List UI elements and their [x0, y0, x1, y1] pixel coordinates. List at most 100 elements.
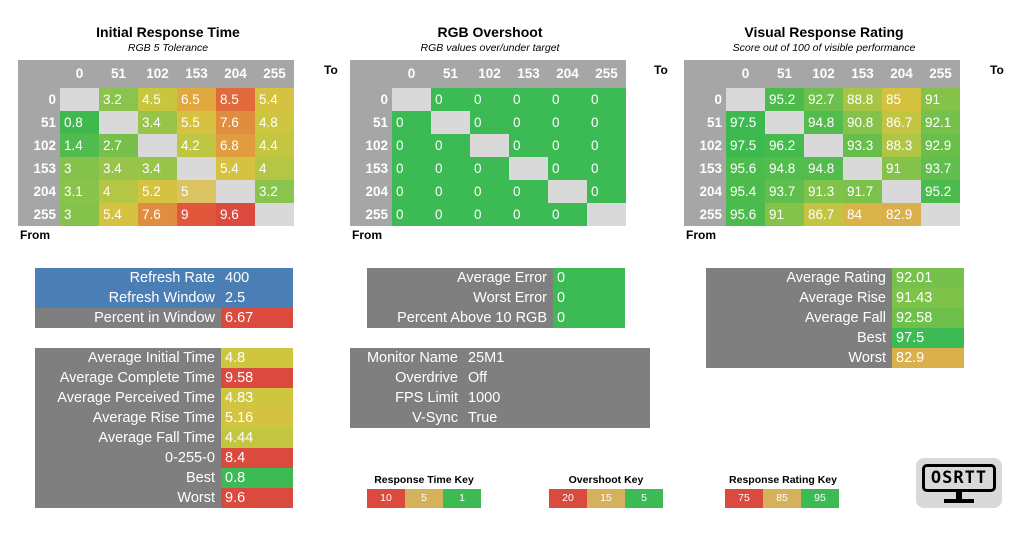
overshoot-subtitle: RGB values over/under target [420, 42, 560, 54]
column-header: 0 [741, 66, 750, 81]
stat-label: Percent Above 10 RGB [367, 308, 553, 328]
matrix-cell: 92.7 [804, 88, 843, 111]
stat-value: 97.5 [892, 328, 964, 348]
diagonal-cell [843, 157, 882, 180]
matrix-cell: 0 [548, 111, 587, 134]
stat-value: 400 [221, 268, 293, 288]
row-header: 153 [365, 161, 388, 176]
matrix-cell: 0 [509, 203, 548, 226]
matrix-cell: 1.4 [60, 134, 99, 157]
matrix-cell: 0 [509, 180, 548, 203]
stat-label: Refresh Rate [35, 268, 221, 288]
matrix-cell: 9 [177, 203, 216, 226]
diagonal-cell [765, 111, 804, 134]
matrix-cell: 0 [470, 111, 509, 134]
diagonal-cell [392, 88, 431, 111]
row-header: 255 [33, 207, 56, 222]
column-header: 51 [110, 66, 127, 81]
row-header: 255 [365, 207, 388, 222]
diagonal-cell [470, 134, 509, 157]
matrix-cell: 6.5 [177, 88, 216, 111]
matrix-cell: 95.6 [726, 157, 765, 180]
matrix-cell: 0 [548, 203, 587, 226]
matrix-cell: 2.7 [99, 134, 138, 157]
matrix-cell: 95.2 [765, 88, 804, 111]
stat-value: 4.44 [221, 428, 293, 448]
key-swatch: 20 [549, 489, 587, 508]
matrix-cell: 3 [60, 203, 99, 226]
matrix-cell: 0 [431, 203, 470, 226]
column-header: 255 [929, 66, 952, 81]
matrix-cell: 96.2 [765, 134, 804, 157]
stat-label: Best [706, 328, 892, 348]
matrix-cell: 84 [843, 203, 882, 226]
monitor-base [944, 499, 974, 503]
column-header: 204 [556, 66, 579, 81]
stat-value: 9.58 [221, 368, 293, 388]
matrix-cell: 0 [392, 203, 431, 226]
matrix-cell: 0 [587, 88, 626, 111]
overshoot-summary-panel: Average Error 0 Worst Error 0 Percent Above … [367, 268, 625, 328]
matrix-cell: 92.1 [921, 111, 960, 134]
column-header: 102 [812, 66, 835, 81]
matrix-cell: 5.4 [99, 203, 138, 226]
matrix-cell: 0 [587, 180, 626, 203]
rating-key-title: Response Rating Key [729, 474, 837, 486]
osrtt-logo: OSRTT [916, 458, 1002, 508]
matrix-cell: 0 [509, 111, 548, 134]
overshoot-key-title: Overshoot Key [568, 474, 644, 486]
matrix-cell: 4 [255, 157, 294, 180]
row-header: 102 [365, 138, 388, 153]
info-value: True [464, 408, 650, 428]
info-label: Monitor Name [350, 348, 464, 368]
matrix-cell: 0 [470, 180, 509, 203]
matrix-cell: 86.7 [804, 203, 843, 226]
matrix-cell: 5.2 [138, 180, 177, 203]
stat-value: 2.5 [221, 288, 293, 308]
matrix-cell: 3.2 [99, 88, 138, 111]
refresh-panel: Refresh Rate 400 Refresh Window 2.5 Percent … [35, 268, 293, 328]
matrix-corner [350, 60, 392, 88]
column-header: 255 [263, 66, 286, 81]
key-swatch: 5 [405, 489, 443, 508]
stat-label: Average Rating [706, 268, 892, 288]
stat-value: 92.01 [892, 268, 964, 288]
diagonal-cell [587, 203, 626, 226]
row-header: 51 [372, 115, 388, 130]
matrix-cell: 0 [431, 157, 470, 180]
initial-response-matrix: 0 51 102 153 204 255 0 3.2 4.5 6.5 8.5 5.4 51 0.8 3.4 5… [18, 60, 294, 226]
overshoot-title: RGB Overshoot [437, 24, 543, 40]
row-header: 51 [40, 115, 56, 130]
matrix-cell: 0 [431, 134, 470, 157]
row-header: 0 [380, 92, 388, 107]
overshoot-key: 20 15 5 [549, 489, 663, 508]
from-label: From [352, 228, 382, 242]
diagonal-cell [99, 111, 138, 134]
stat-value: 92.58 [892, 308, 964, 328]
diagonal-cell [138, 134, 177, 157]
matrix-cell: 88.3 [882, 134, 921, 157]
matrix-cell: 5.5 [177, 111, 216, 134]
response-time-key: 10 5 1 [367, 489, 481, 508]
monitor-stand [956, 492, 962, 500]
matrix-cell: 95.6 [726, 203, 765, 226]
matrix-cell: 0 [392, 180, 431, 203]
matrix-cell: 93.3 [843, 134, 882, 157]
overshoot-matrix: 0 51 102 153 204 255 0 0 0 0 0 0 51 0 0 0 0 0 102 0 0 0 0 0 153 0… [350, 60, 626, 226]
matrix-cell: 3 [60, 157, 99, 180]
matrix-cell: 0 [431, 88, 470, 111]
row-header: 153 [699, 161, 722, 176]
matrix-cell: 94.8 [765, 157, 804, 180]
matrix-cell: 5 [177, 180, 216, 203]
matrix-cell: 85 [882, 88, 921, 111]
row-header: 204 [699, 184, 722, 199]
rating-matrix: 0 51 102 153 204 255 0 95.2 92.7 88.8 85 91 51 97.5 94… [684, 60, 960, 226]
matrix-cell: 91.7 [843, 180, 882, 203]
stat-value: 82.9 [892, 348, 964, 368]
matrix-cell: 95.4 [726, 180, 765, 203]
row-header: 51 [706, 115, 722, 130]
stat-label: Average Rise Time [35, 408, 221, 428]
diagonal-cell [216, 180, 255, 203]
matrix-cell: 97.5 [726, 134, 765, 157]
matrix-cell: 88.8 [843, 88, 882, 111]
